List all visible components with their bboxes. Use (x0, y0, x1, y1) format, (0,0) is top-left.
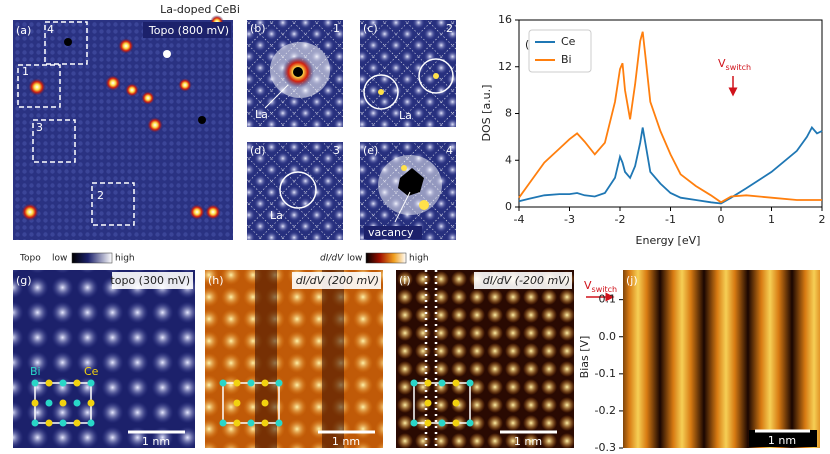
panel-b: (b) 1 La (247, 20, 343, 127)
panel-label: (j) (626, 274, 638, 287)
colorbar-high: high (409, 254, 429, 264)
x-tick-label: 1 (768, 213, 775, 226)
panel-h: (h) dI/dV (200 mV) 1 nm (205, 270, 383, 448)
line (518, 31, 822, 204)
defects (21, 15, 224, 221)
image (13, 20, 233, 240)
marker-sub: switch (592, 285, 618, 294)
legend-label: Bi (561, 53, 572, 66)
panel-number: 4 (446, 144, 453, 157)
panel-c: (c) 2 La (360, 20, 456, 127)
y-tick-label: -0.1 (595, 367, 616, 380)
annotation-sub: switch (726, 63, 752, 72)
colorbars: Topo low high dI/dV low high (19, 252, 429, 264)
site-label: La (399, 109, 412, 122)
y-tick-label: 0.1 (599, 293, 617, 306)
panel-label: (e) (363, 144, 378, 157)
panel-caption: Topo (800 mV) (148, 24, 229, 37)
marker-label: Vswitch (584, 279, 617, 294)
panel-number: 1 (333, 22, 340, 35)
panel-caption: topo (300 mV) (110, 274, 190, 287)
x-tick-label: -3 (564, 213, 575, 226)
y-tick-label: -0.2 (595, 404, 616, 417)
panel-i: (i) dI/dV (-200 mV) 1 nm (396, 270, 574, 448)
site-label: La (255, 108, 268, 121)
y-tick-label: 16 (498, 13, 512, 26)
colorbar-low: low (52, 254, 67, 264)
panel-caption: dI/dV (200 mV) (296, 274, 379, 287)
panel-d: (d) 3 La (247, 142, 343, 240)
site-label: vacancy (368, 226, 414, 239)
y-tick-label: 8 (505, 107, 512, 120)
panel-label: (c) (363, 22, 378, 35)
x-axis-label: Energy [eV] (636, 234, 701, 247)
scale-bar: 1 nm (514, 435, 542, 448)
legend-box (528, 29, 592, 73)
panel-a: (a) Topo (800 mV) 1 2 3 4 (13, 15, 233, 240)
atom-label: Ce (84, 365, 99, 378)
y-axis-label: DOS [a.u.] (480, 85, 493, 142)
panel-e: (e) 4 vacancy (360, 142, 456, 240)
x-tick-label: -2 (615, 213, 626, 226)
colorbar-high: high (115, 254, 135, 264)
y-axis-label: Bias [V] (578, 336, 591, 379)
panel-caption: dI/dV (-200 mV) (483, 274, 570, 287)
panel-label: (b) (250, 22, 266, 35)
x-tick-label: -1 (665, 213, 676, 226)
panel-label: (i) (399, 274, 411, 287)
panel-label: (d) (250, 144, 266, 157)
legend-label: Ce (561, 35, 576, 48)
y-tick-label: -0.3 (595, 441, 616, 454)
colorbar-name: dI/dV (320, 254, 344, 264)
dos-chart: (f) Energy [eV] DOS [a.u.] Vswitch -4-3-… (480, 13, 826, 247)
panel-label: (g) (16, 274, 32, 287)
annotation: Vswitch (718, 57, 751, 72)
region-label: 2 (97, 189, 104, 202)
region-label: 1 (22, 65, 29, 78)
scale-bar: 1 nm (768, 434, 796, 447)
region-label: 4 (47, 23, 54, 36)
y-tick-label: 0 (505, 200, 512, 213)
panel-g: Bi Ce (g) topo (300 mV) 1 nm (13, 270, 195, 448)
panel-j: (j) Bias [V] Vswitch 1 nm 0.1 0.0 -0.1 -0.2… (578, 270, 820, 454)
atom-label: Bi (30, 365, 41, 378)
scale-bar: 1 nm (142, 435, 170, 448)
x-tick-label: -4 (514, 213, 525, 226)
y-tick-label: 12 (498, 60, 512, 73)
panel-label: (h) (208, 274, 224, 287)
scale-bar: 1 nm (332, 435, 360, 448)
site-label: La (270, 209, 283, 222)
line (518, 125, 823, 205)
colorbar-low: low (347, 254, 362, 264)
figure-title: La-doped CeBi (160, 3, 240, 16)
marker-main: V (584, 279, 592, 292)
panel-number: 3 (333, 144, 340, 157)
panel-number: 2 (446, 22, 453, 35)
y-tick-label: 4 (505, 153, 512, 166)
annotation-main: V (718, 57, 726, 70)
x-tick-label: 0 (718, 213, 725, 226)
x-tick-label: 2 (819, 213, 826, 226)
panel-label: (a) (16, 24, 31, 37)
y-tick-label: 0.0 (599, 330, 617, 343)
region-label: 3 (36, 121, 43, 134)
colorbar-name: Topo (19, 254, 41, 264)
